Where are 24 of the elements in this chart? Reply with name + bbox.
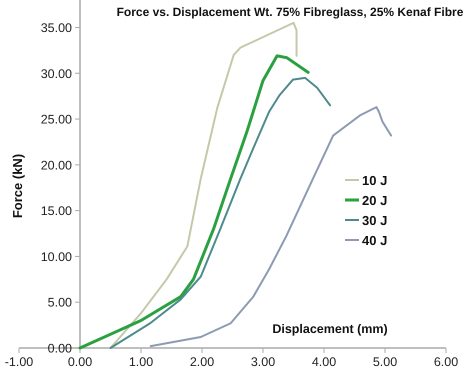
y-tick-label: 5.00	[48, 296, 72, 310]
y-tick-label: 20.00	[40, 158, 72, 172]
x-tick-label: 5.00	[372, 355, 398, 369]
x-tick-label: 2.00	[190, 355, 214, 369]
y-tick-label: 0.00	[48, 342, 72, 356]
y-tick-label: 35.00	[40, 20, 72, 35]
y-tick-label: 10.00	[40, 250, 72, 264]
x-tick-label: 1.00	[128, 355, 154, 369]
y-tick-label: 15.00	[40, 204, 72, 218]
legend-label: 40 J	[362, 233, 388, 248]
x-tick-label: 6.00	[434, 355, 458, 369]
y-tick-label: 25.00	[40, 112, 72, 127]
x-tick-label: -1.00	[4, 355, 34, 369]
legend-label: 20 J	[362, 193, 388, 208]
x-tick-label: 0.00	[68, 355, 92, 369]
x-tick-label: 3.00	[250, 355, 276, 369]
legend-label: 30 J	[362, 213, 388, 228]
y-tick-label: 30.00	[40, 66, 72, 81]
x-axis-title: Displacement (mm)	[272, 322, 388, 336]
y-axis-title: Force (kN)	[10, 154, 25, 218]
line-series	[150, 106, 392, 348]
x-tick-label: 4.00	[312, 355, 336, 369]
legend-label: 10 J	[362, 173, 388, 188]
chart-title: Force vs. Displacement Wt. 75% Fibreglass, 25% Kenaf Fibre	[116, 5, 464, 19]
